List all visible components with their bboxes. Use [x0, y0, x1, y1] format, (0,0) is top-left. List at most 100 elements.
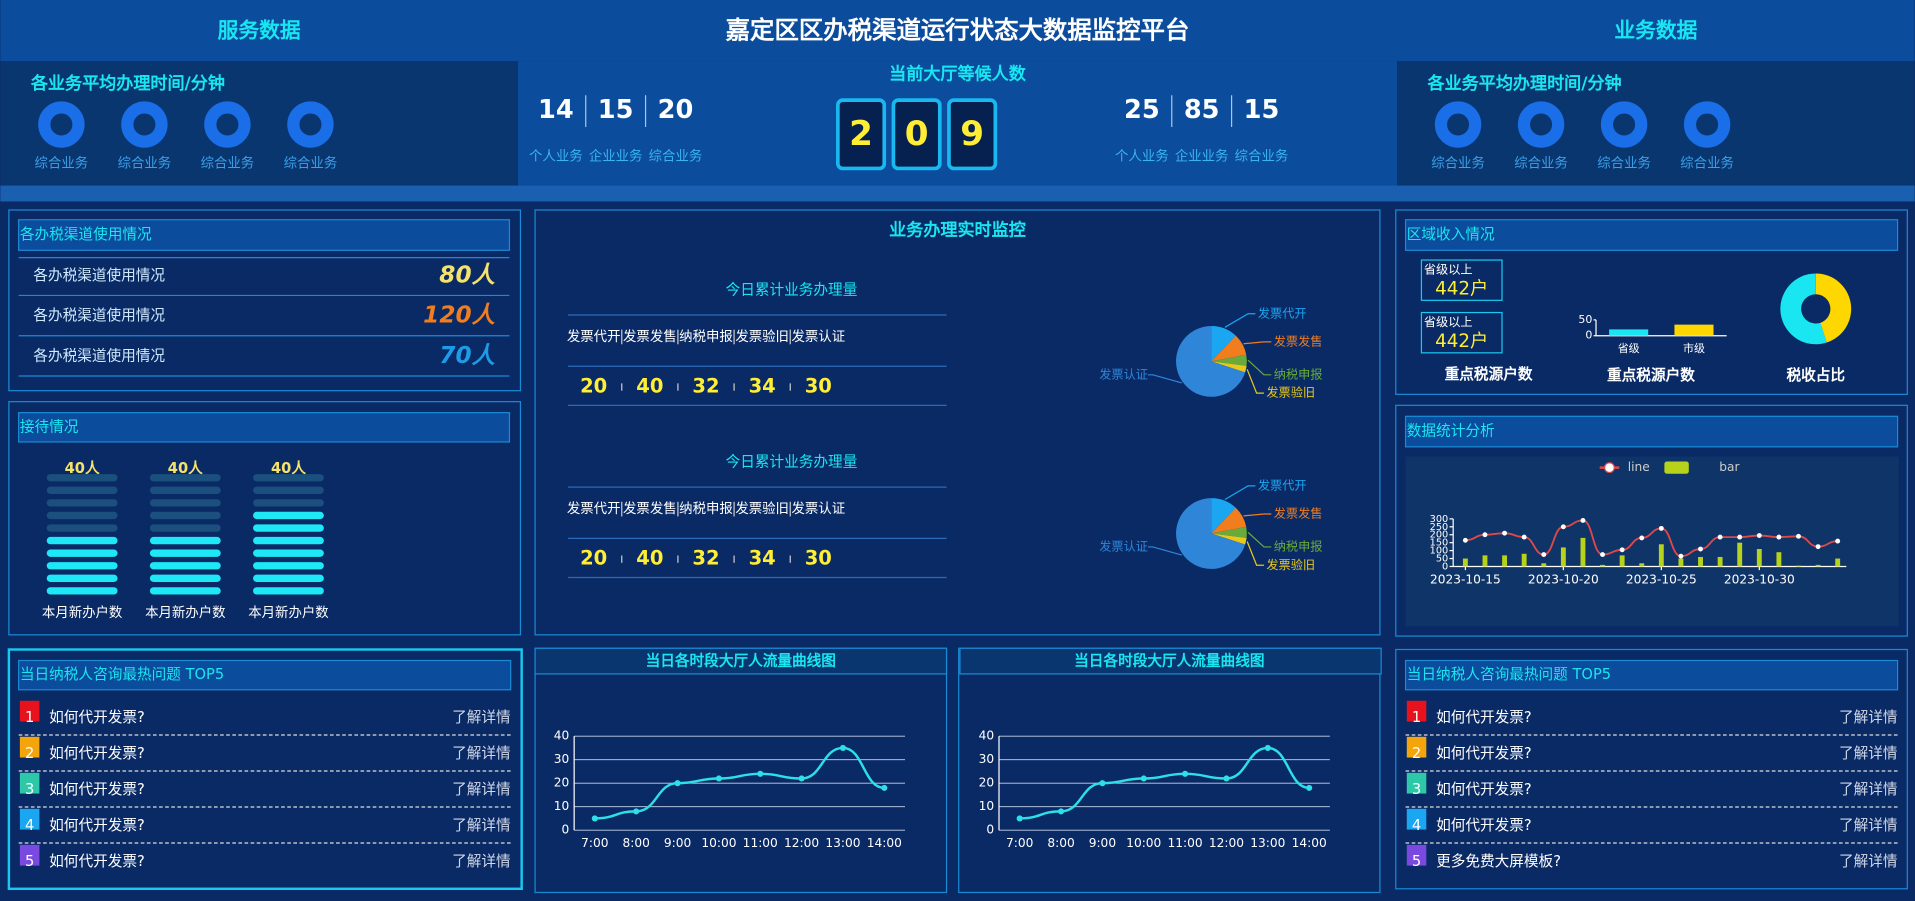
bar: [1737, 542, 1743, 567]
bar: [1674, 324, 1714, 336]
y-tick-label: 0: [1442, 561, 1448, 572]
rank: 2: [25, 745, 34, 762]
bar: [1600, 564, 1605, 567]
box-label: 省级以上: [1424, 262, 1473, 276]
point: [1678, 553, 1684, 559]
panel-title: 区域收入情况: [1407, 226, 1495, 243]
detail-link[interactable]: 了解详情: [452, 709, 511, 726]
ring-label: 综合业务: [284, 156, 338, 172]
top-left-strip: [0, 61, 518, 186]
question: 如何代开发票?: [49, 781, 145, 798]
info-box: [1420, 259, 1503, 301]
y-tick-label: 30: [979, 752, 995, 766]
detail-link[interactable]: 了解详情: [452, 817, 511, 834]
gauge-segment: [149, 536, 221, 545]
bar: [1521, 553, 1527, 567]
rank-badge: [19, 808, 40, 830]
x-tick-label: 10:00: [1126, 836, 1161, 850]
row-value: 120人: [423, 302, 495, 329]
rank: 3: [1412, 781, 1421, 798]
detail-link[interactable]: 了解详情: [1839, 745, 1898, 762]
ring-icon: [1600, 101, 1648, 148]
panel: [1395, 404, 1908, 637]
point: [1182, 770, 1189, 777]
gauge-segment: [46, 511, 118, 520]
gauge-segment: [46, 562, 118, 570]
ring-icon: [1434, 101, 1482, 148]
bar: [1678, 558, 1684, 567]
point: [1140, 775, 1147, 782]
gauge-segment: [149, 574, 221, 582]
ring-icon: [38, 101, 85, 148]
block-value: 32: [692, 547, 719, 570]
x-tick-label: 省级: [1618, 342, 1640, 355]
bar: [1796, 565, 1801, 567]
point: [798, 775, 805, 782]
x-tick-label: 14:00: [867, 836, 902, 850]
gauge-segment: [149, 562, 221, 570]
title-bar: [18, 219, 511, 251]
bar: [1502, 555, 1508, 567]
pie-slice: [1211, 354, 1247, 366]
x-tick-label: 市级: [1683, 341, 1705, 355]
gauge-segment: [149, 499, 221, 507]
rank: 5: [1412, 853, 1421, 870]
rank: 3: [25, 781, 34, 798]
panel: [534, 209, 1381, 636]
bar: [1462, 558, 1468, 567]
x-tick-label: 2023-10-25: [1626, 572, 1697, 586]
y-tick-label: 10: [979, 799, 995, 813]
leader-line: [1243, 341, 1272, 345]
chart-bg: [1405, 456, 1899, 627]
bar: [1776, 552, 1782, 567]
bar: [1717, 556, 1723, 567]
question: 如何代开发票?: [1436, 781, 1532, 798]
bar: [1639, 563, 1645, 567]
pie-slice: [1211, 335, 1247, 362]
detail-link[interactable]: 了解详情: [1839, 853, 1898, 870]
block-value: 20: [580, 547, 607, 570]
ring-label: 综合业务: [1431, 156, 1485, 172]
block-header: 纳税申报: [679, 329, 733, 345]
gauge-label: 本月新办户数: [145, 604, 226, 621]
y-tick-label: 40: [979, 729, 995, 743]
digit: 2: [849, 114, 873, 154]
panel-title: 当日纳税人咨询最热问题 TOP5: [20, 666, 224, 683]
detail-link[interactable]: 了解详情: [452, 745, 511, 762]
rank: 5: [25, 853, 34, 870]
detail-link[interactable]: 了解详情: [1839, 709, 1898, 726]
point: [633, 808, 640, 815]
rank: 1: [1412, 709, 1421, 726]
leader-line: [1246, 541, 1264, 566]
ring-icon: [287, 101, 334, 148]
y-tick-label: 50: [1436, 554, 1448, 565]
detail-link[interactable]: 了解详情: [1839, 781, 1898, 798]
question: 如何代开发票?: [49, 853, 145, 870]
point: [1717, 534, 1723, 540]
ring-label: 综合业务: [201, 156, 255, 172]
detail-link[interactable]: 了解详情: [1839, 817, 1898, 834]
x-tick-label: 10:00: [701, 836, 736, 850]
stat-number: 15: [598, 95, 634, 125]
point: [1835, 538, 1841, 544]
rank-badge: [19, 736, 40, 758]
panel-title: 业务办理实时监控: [889, 220, 1026, 241]
question: 如何代开发票?: [1436, 709, 1532, 726]
caption: 重点税源户数: [1445, 365, 1533, 383]
leader-line: [1247, 531, 1272, 548]
ring-icon: [204, 101, 251, 148]
detail-link[interactable]: 了解详情: [452, 781, 511, 798]
leader-line: [1224, 485, 1256, 500]
detail-link[interactable]: 了解详情: [452, 853, 511, 870]
gauge-value: 40人: [168, 460, 203, 477]
pie-label: 发票认证: [1099, 538, 1148, 553]
rank: 2: [1412, 745, 1421, 762]
chart-title: 当日各时段大厅人流量曲线图: [1074, 652, 1264, 670]
x-tick-label: 2023-10-20: [1528, 572, 1599, 586]
title-bar: [1404, 219, 1899, 251]
stat-label: 个人业务: [529, 148, 583, 164]
row-label: 各办税渠道使用情况: [33, 267, 165, 284]
stat-number: 20: [658, 95, 694, 125]
ring-label: 综合业务: [118, 156, 172, 172]
